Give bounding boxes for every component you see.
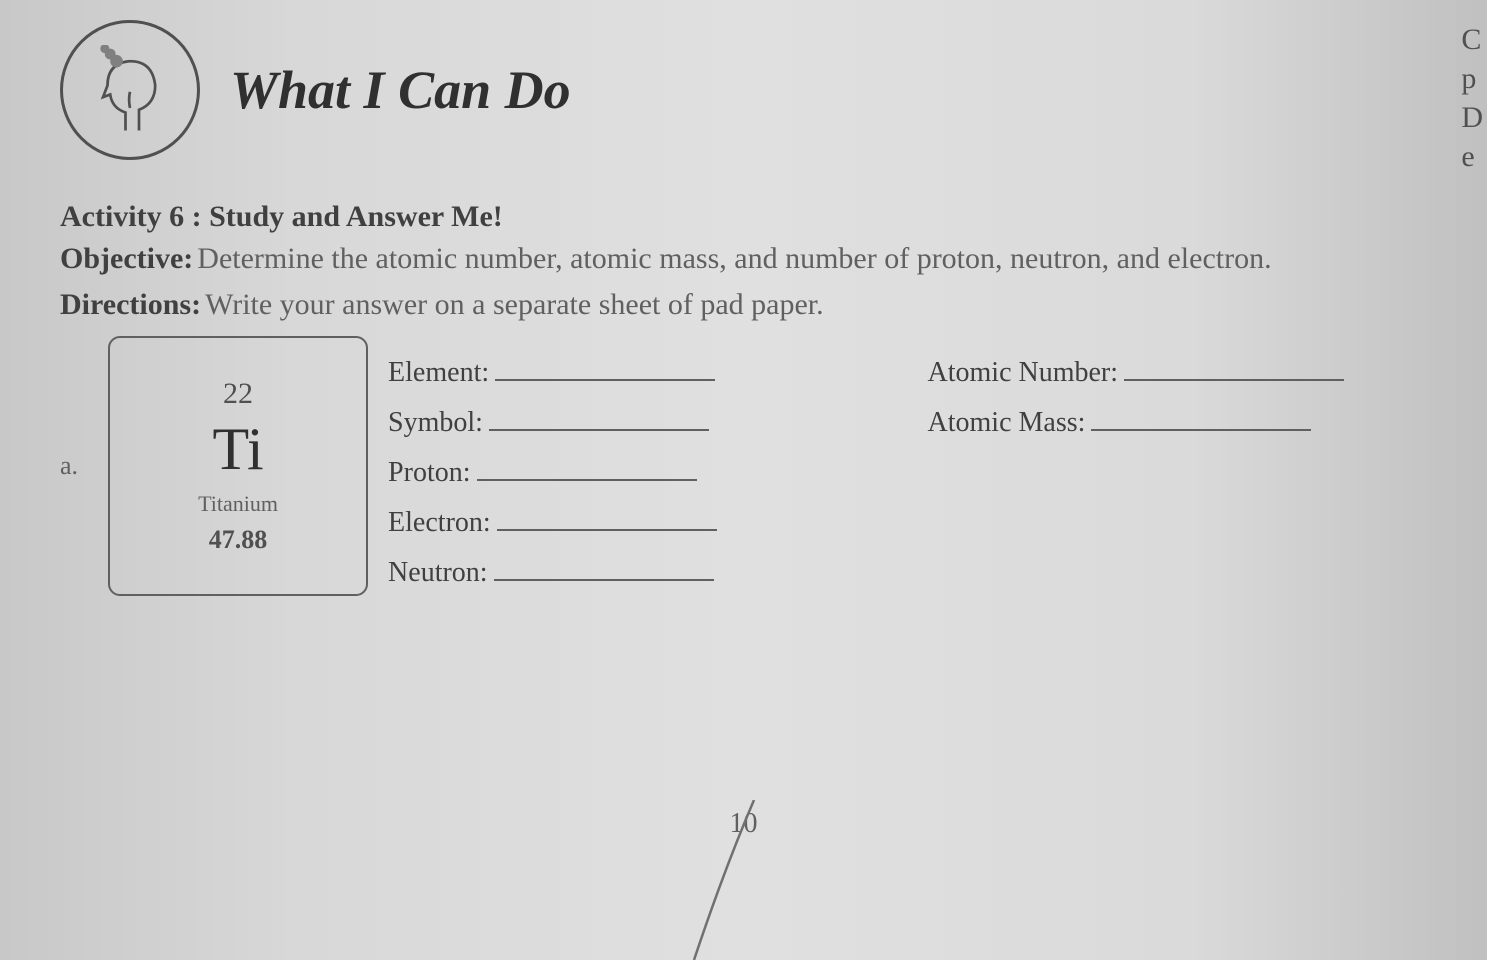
field-electron: Electron: [388, 503, 887, 539]
neutron-label: Neutron: [388, 557, 488, 589]
cutoff-char-d: D [1461, 98, 1483, 137]
atomic-mass-blank[interactable] [1091, 403, 1311, 431]
directions-text: Write your answer on a separate sheet of… [205, 288, 824, 321]
cutoff-text-right: C p D e [1461, 20, 1483, 176]
activity-section: Activity 6 : Study and Answer Me! Object… [60, 200, 1427, 596]
tile-symbol: Ti [212, 419, 263, 479]
objective-line: Objective: Determine the atomic number, … [60, 238, 1427, 280]
activity-title: Activity 6 : Study and Answer Me! [60, 200, 1427, 234]
directions-line: Directions: Write your answer on a separ… [60, 284, 1427, 326]
field-neutron: Neutron: [388, 553, 887, 589]
page-number: 10 [730, 808, 758, 840]
electron-label: Electron: [388, 507, 491, 539]
atomic-mass-label: Atomic Mass: [928, 407, 1086, 439]
symbol-blank[interactable] [489, 403, 709, 431]
atomic-number-label: Atomic Number: [928, 357, 1119, 389]
neutron-blank[interactable] [494, 553, 714, 581]
item-letter: a. [60, 451, 78, 481]
atomic-number-blank[interactable] [1124, 353, 1344, 381]
field-symbol: Symbol: [388, 403, 887, 439]
tile-atomic-number: 22 [223, 377, 253, 411]
objective-label: Objective: [60, 242, 193, 275]
tile-element-name: Titanium [198, 491, 278, 517]
element-tile: 22 Ti Titanium 47.88 [108, 336, 368, 596]
element-label: Element: [388, 357, 489, 389]
field-proton: Proton: [388, 453, 887, 489]
cutoff-char-p: p [1461, 59, 1483, 98]
field-atomic-mass: Atomic Mass: [928, 403, 1427, 439]
element-blank[interactable] [495, 353, 715, 381]
proton-label: Proton: [388, 457, 470, 489]
electron-blank[interactable] [497, 503, 717, 531]
objective-text: Determine the atomic number, atomic mass… [197, 242, 1271, 275]
field-atomic-number: Atomic Number: [928, 353, 1427, 389]
worksheet-item-a: a. 22 Ti Titanium 47.88 Element: Atomic … [60, 336, 1427, 596]
answer-fields: Element: Atomic Number: Symbol: Atomic M… [388, 343, 1427, 589]
cutoff-char-c: C [1461, 20, 1483, 59]
directions-label: Directions: [60, 288, 201, 321]
cutoff-char-e: e [1461, 137, 1483, 176]
symbol-label: Symbol: [388, 407, 483, 439]
page-title: What I Can Do [230, 59, 571, 121]
field-element: Element: [388, 353, 887, 389]
proton-blank[interactable] [477, 453, 697, 481]
header-section: What I Can Do [60, 20, 1427, 160]
tile-atomic-mass: 47.88 [209, 525, 268, 555]
thinking-head-icon [60, 20, 200, 160]
